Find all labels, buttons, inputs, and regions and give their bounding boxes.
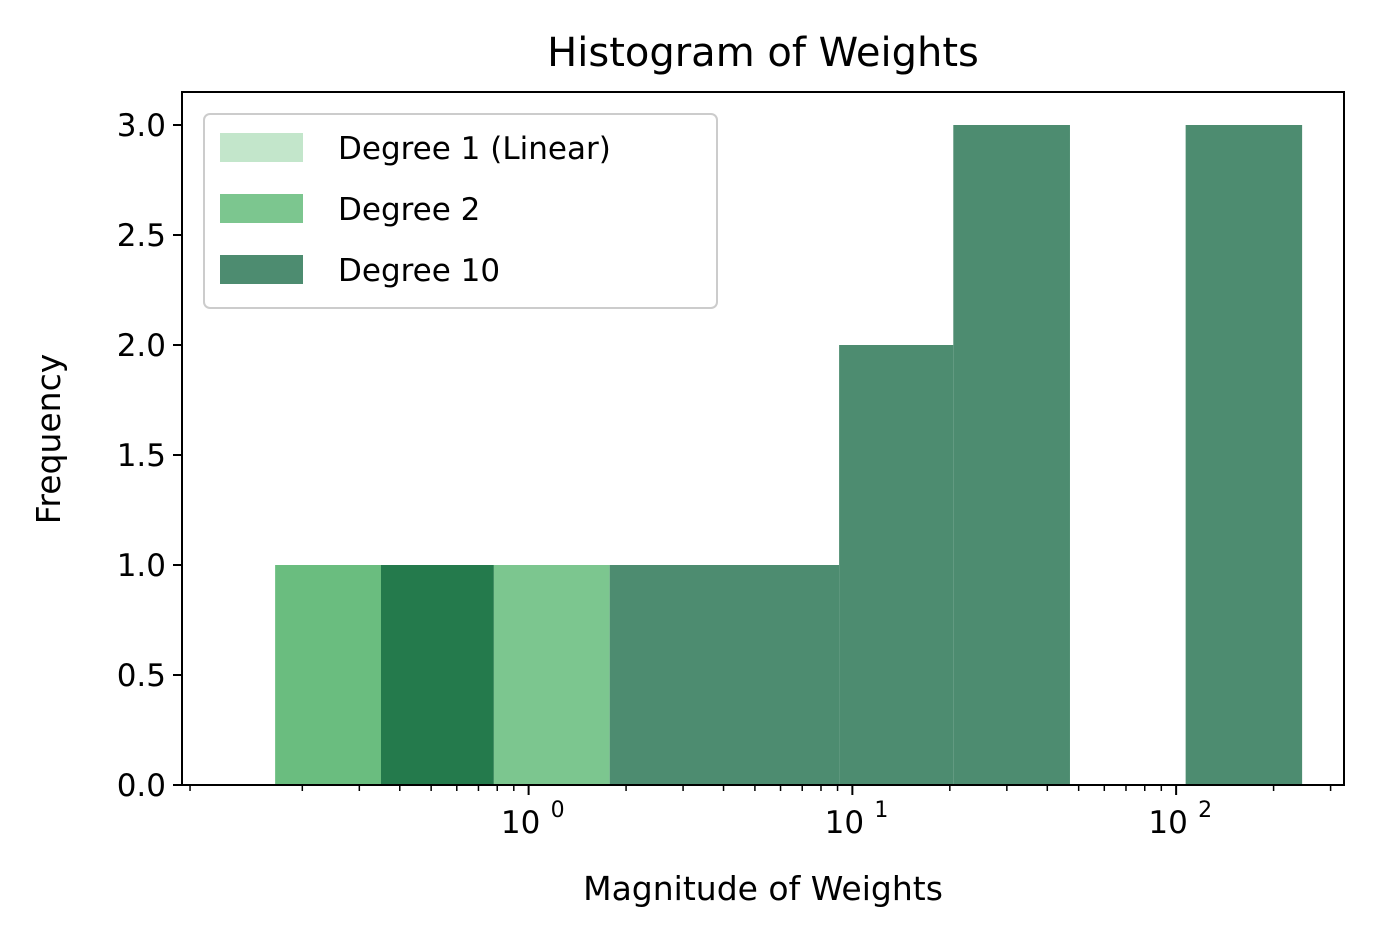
y-tick-label: 1.0: [117, 548, 166, 584]
y-tick-label: 0.5: [117, 658, 166, 694]
legend-swatch-2: [220, 255, 303, 284]
y-axis: 0.0 0.5 1.0 1.5 2.0 2.5 3.0: [117, 108, 182, 804]
x-axis-label: Magnitude of Weights: [583, 869, 943, 908]
x-tick-exponent: 1: [874, 798, 888, 823]
bar-series2-bin3: [953, 125, 1070, 785]
legend-label-2: Degree 10: [338, 253, 500, 289]
y-tick-label: 0.0: [117, 768, 166, 804]
chart-title: Histogram of Weights: [547, 30, 979, 76]
y-axis-label: Frequency: [29, 354, 68, 524]
x-tick-label: 10: [501, 805, 540, 841]
plot-frame: [181, 91, 1345, 786]
x-tick-exponent: 0: [551, 798, 565, 823]
bars-group: [275, 125, 1303, 785]
y-tick-label: 2.5: [117, 218, 166, 254]
y-tick-label: 1.5: [117, 438, 166, 474]
legend-label-0: Degree 1 (Linear): [338, 131, 611, 167]
x-tick-label: 10: [825, 805, 864, 841]
legend: Degree 1 (Linear) Degree 2 Degree 10: [203, 113, 718, 309]
y-tick-label: 3.0: [117, 108, 166, 144]
bar-series2-bin4: [1185, 125, 1303, 785]
legend-label-1: Degree 2: [338, 192, 480, 228]
x-tick-exponent: 2: [1198, 798, 1212, 823]
legend-swatch-0: [220, 133, 303, 162]
x-axis: 10 0 10 1 10 2: [189, 785, 1332, 841]
overlap-deg1-deg10: [380, 565, 494, 785]
legend-frame: [203, 113, 718, 309]
legend-swatch-1: [220, 194, 303, 223]
overlap-deg1-deg2: [275, 565, 381, 785]
bar-series2-bin1: [609, 565, 840, 785]
x-tick-label: 10: [1148, 805, 1187, 841]
bar-series2-bin2: [839, 345, 954, 785]
bar-series1-bin1: [493, 565, 610, 785]
y-tick-label: 2.0: [117, 328, 166, 364]
